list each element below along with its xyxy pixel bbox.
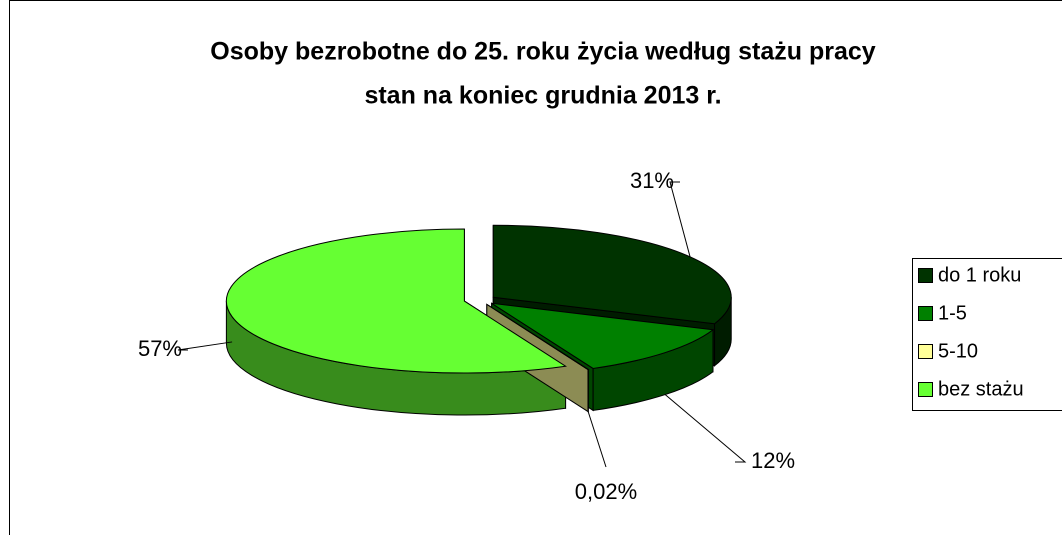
data-label: 57%: [138, 336, 182, 361]
leader-line: [669, 181, 691, 257]
slice: [486, 303, 590, 371]
leader-line: [177, 341, 233, 351]
chart-title: Osoby bezrobotne do 25. roku życia wedłu…: [210, 38, 876, 66]
pie-tops: [225, 224, 732, 374]
leader-line: [587, 411, 607, 468]
legend-label: 5-10: [938, 340, 978, 362]
legend-swatch: [918, 344, 933, 359]
data-label: 0,02%: [575, 479, 637, 504]
data-label: 31%: [630, 168, 674, 193]
legend: do 1 roku 1-5 5-10 bez stażu: [918, 264, 1024, 400]
legend-swatch: [918, 306, 933, 321]
legend-label: bez stażu: [938, 378, 1024, 400]
legend-label: do 1 roku: [938, 264, 1021, 286]
legend-swatch: [918, 268, 933, 283]
legend-swatch: [918, 382, 933, 397]
data-label: 12%: [751, 448, 795, 473]
legend-label: 1-5: [938, 302, 967, 324]
slice: [225, 228, 567, 374]
legend-box: [912, 258, 1062, 411]
leader-line: [664, 394, 747, 463]
data-labels: 31% 12% 0,02% 57%: [138, 168, 795, 504]
slice: [491, 302, 715, 369]
chart-title: stan na koniec grudnia 2013 r.: [364, 82, 721, 110]
